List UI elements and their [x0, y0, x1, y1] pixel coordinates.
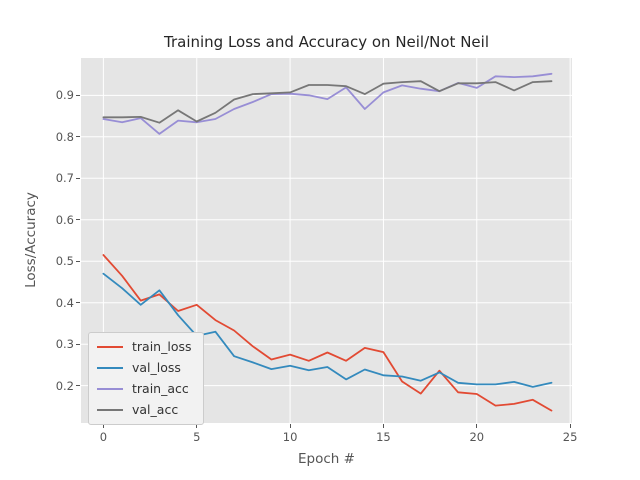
y-tick-label-0.8: 0.8 — [55, 129, 74, 144]
legend-label-train_loss: train_loss — [132, 339, 192, 354]
series-line-val_acc — [102, 80, 553, 124]
legend-label-train_acc: train_acc — [132, 381, 189, 396]
y-tick-label-0.2: 0.2 — [55, 378, 74, 393]
series-line-train_loss — [102, 254, 553, 412]
x-tick-mark-25 — [569, 424, 571, 428]
legend-swatch-val_acc — [97, 408, 123, 411]
y-tick-label-0.6: 0.6 — [55, 212, 74, 227]
y-tick-label-0.9: 0.9 — [55, 88, 74, 103]
chart-title: Training Loss and Accuracy on Neil/Not N… — [164, 33, 489, 51]
legend-label-val_loss: val_loss — [132, 360, 181, 375]
y-tick-label-0.4: 0.4 — [55, 295, 74, 310]
legend: train_loss val_loss train_acc val_acc — [88, 332, 204, 425]
y-tick-mark-0.3 — [76, 343, 80, 345]
y-tick-mark-0.4 — [76, 302, 80, 304]
y-tick-mark-0.8 — [76, 136, 80, 138]
x-tick-mark-15 — [382, 424, 384, 428]
x-tick-label-10: 10 — [282, 430, 298, 444]
legend-swatch-train_acc — [97, 387, 123, 390]
y-tick-label-0.5: 0.5 — [55, 254, 74, 269]
legend-item-train_acc: train_acc — [89, 378, 203, 399]
y-tick-mark-0.9 — [76, 94, 80, 96]
y-tick-mark-0.2 — [76, 385, 80, 387]
x-tick-label-5: 5 — [193, 430, 201, 444]
x-tick-label-0: 0 — [99, 430, 108, 444]
y-tick-label-0.7: 0.7 — [55, 171, 74, 186]
x-tick-mark-5 — [196, 424, 198, 428]
x-tick-label-25: 25 — [562, 430, 578, 444]
y-tick-mark-0.5 — [76, 260, 80, 262]
y-tick-mark-0.6 — [76, 219, 80, 221]
series-line-train_acc — [102, 72, 553, 135]
legend-item-train_loss: train_loss — [89, 336, 203, 357]
y-tick-mark-0.7 — [76, 177, 80, 179]
x-tick-label-20: 20 — [469, 430, 485, 444]
x-tick-label-15: 15 — [376, 430, 391, 444]
legend-label-val_acc: val_acc — [132, 402, 179, 417]
y-tick-label-0.3: 0.3 — [55, 337, 74, 352]
x-tick-mark-20 — [476, 424, 478, 428]
x-tick-mark-0 — [102, 424, 104, 428]
x-tick-mark-10 — [289, 424, 291, 428]
x-axis-label: Epoch # — [298, 451, 355, 467]
legend-item-val_loss: val_loss — [89, 357, 203, 378]
legend-item-val_acc: val_acc — [89, 399, 203, 420]
series-line-val_loss — [102, 272, 553, 388]
legend-swatch-train_loss — [97, 345, 123, 348]
legend-swatch-val_loss — [97, 366, 123, 369]
y-axis-label: Loss/Accuracy — [23, 192, 39, 288]
